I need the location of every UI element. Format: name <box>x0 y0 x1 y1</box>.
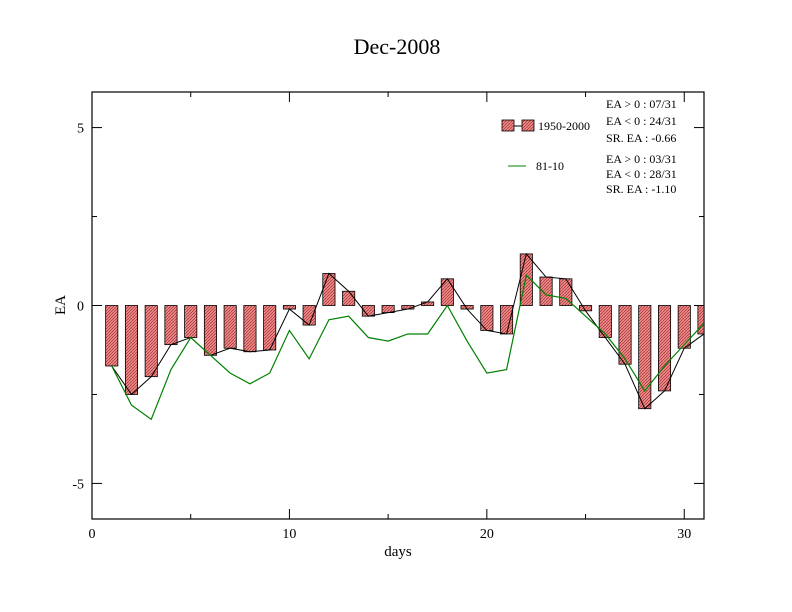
bar <box>164 305 178 346</box>
stat-line: EA < 0 : 24/31 <box>606 114 677 128</box>
bar <box>677 305 691 349</box>
bar <box>144 305 158 378</box>
x-axis-label: days <box>384 544 412 560</box>
bar <box>184 305 198 338</box>
bar <box>598 305 612 338</box>
axis-ticks: 0 10 20 30 -5 0 5 <box>72 92 704 542</box>
stat-line: SR. EA : -1.10 <box>606 182 676 196</box>
bar <box>638 305 652 410</box>
legend-label-81-10: 81-10 <box>536 159 564 173</box>
legend-swatch-1950-2000-left <box>501 119 515 132</box>
bar <box>657 305 672 392</box>
line-series <box>111 252 705 421</box>
x-tick-label: 10 <box>282 527 296 542</box>
legend-label-1950-2000: 1950-2000 <box>538 119 590 133</box>
stat-line: SR. EA : -0.66 <box>606 131 676 145</box>
bar <box>440 278 454 306</box>
bar <box>263 305 277 351</box>
bar <box>203 305 217 356</box>
x-tick-label: 20 <box>480 527 494 542</box>
x-tick-label: 0 <box>89 527 96 542</box>
chart-title: Dec-2008 <box>354 34 441 59</box>
bar <box>618 305 632 365</box>
bar-series-1950-2000 <box>105 253 705 410</box>
series-line-1950-2000 <box>111 252 705 410</box>
y-axis-label: EA <box>53 295 69 315</box>
legend-swatch-1950-2000-right <box>521 119 535 132</box>
x-tick-label: 30 <box>677 527 691 542</box>
y-tick-label: 5 <box>77 122 84 137</box>
y-tick-label: 0 <box>77 300 84 315</box>
bar <box>223 305 237 349</box>
bar <box>342 290 356 306</box>
series-line-81-10 <box>111 274 705 421</box>
bar <box>697 305 705 335</box>
stat-line: EA > 0 : 03/31 <box>606 152 677 166</box>
bar <box>105 305 119 367</box>
y-tick-label: -5 <box>72 477 84 492</box>
bar <box>243 305 257 353</box>
stat-line: EA < 0 : 28/31 <box>606 167 677 181</box>
legend: 1950-2000 81-10 EA > 0 : 07/31 EA < 0 : … <box>501 97 677 196</box>
bar <box>500 305 514 335</box>
bar <box>480 305 494 331</box>
stat-line: EA > 0 : 07/31 <box>606 97 677 111</box>
bar <box>322 273 336 306</box>
bar <box>124 305 139 395</box>
